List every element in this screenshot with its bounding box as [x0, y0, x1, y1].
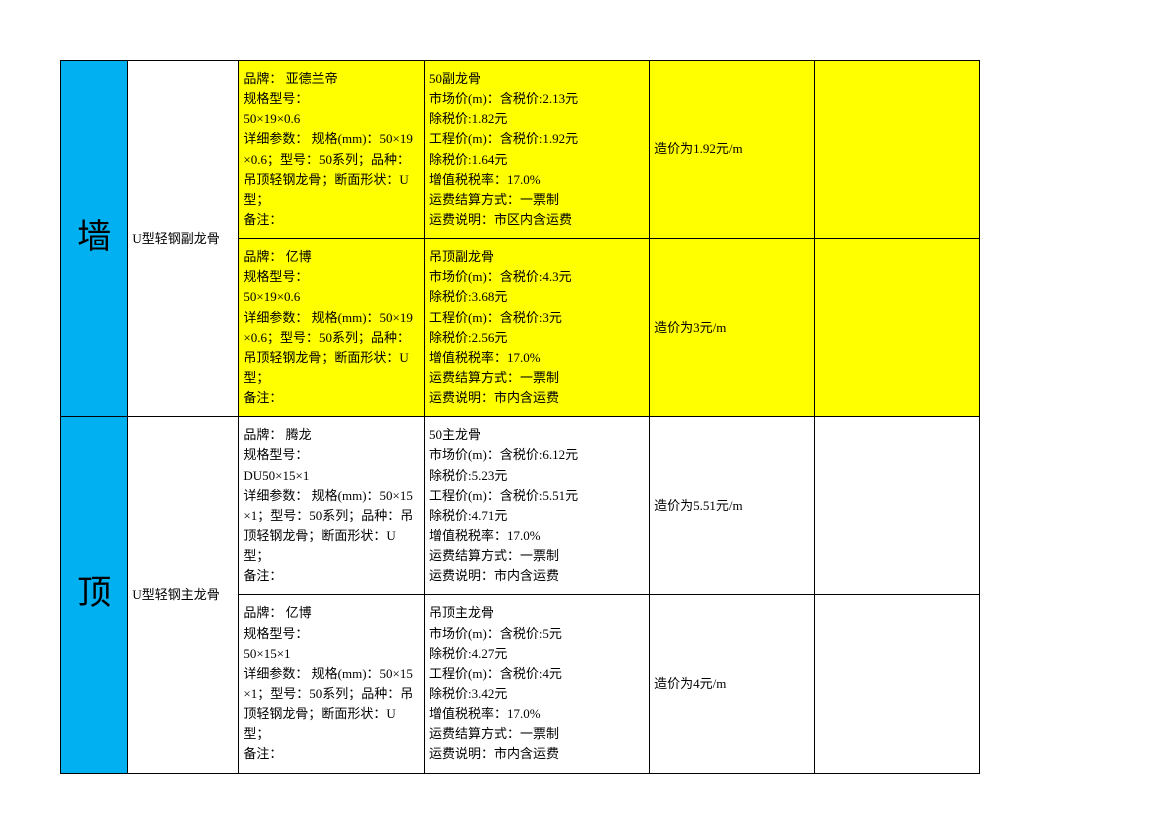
table-row: 墙 U型轻钢副龙骨 品牌： 亚德兰帝 规格型号： 50×19×0.6 详细参数：… — [61, 61, 980, 239]
spec-cell: 品牌： 腾龙 规格型号： DU50×15×1 详细参数： 规格(mm)：50×1… — [239, 417, 425, 595]
spec-cell: 品牌： 亚德兰帝 规格型号： 50×19×0.6 详细参数： 规格(mm)：50… — [239, 61, 425, 239]
price-cell: 吊顶主龙骨 市场价(m)：含税价:5元 除税价:4.27元 工程价(m)：含税价… — [425, 595, 650, 773]
blank-cell — [815, 239, 980, 417]
price-cell: 吊顶副龙骨 市场价(m)：含税价:4.3元 除税价:3.68元 工程价(m)：含… — [425, 239, 650, 417]
blank-cell — [815, 61, 980, 239]
cost-cell: 造价为3元/m — [650, 239, 815, 417]
price-cell: 50主龙骨 市场价(m)：含税价:6.12元 除税价:5.23元 工程价(m)：… — [425, 417, 650, 595]
cost-cell: 造价为5.51元/m — [650, 417, 815, 595]
price-cell: 50副龙骨 市场价(m)：含税价:2.13元 除税价:1.82元 工程价(m)：… — [425, 61, 650, 239]
spec-cell: 品牌： 亿博 规格型号： 50×15×1 详细参数： 规格(mm)：50×15×… — [239, 595, 425, 773]
cost-cell: 造价为1.92元/m — [650, 61, 815, 239]
cost-cell: 造价为4元/m — [650, 595, 815, 773]
spec-cell: 品牌： 亿博 规格型号： 50×19×0.6 详细参数： 规格(mm)：50×1… — [239, 239, 425, 417]
table-wrapper: 墙 U型轻钢副龙骨 品牌： 亚德兰帝 规格型号： 50×19×0.6 详细参数：… — [60, 60, 980, 774]
category-cell-1: U型轻钢副龙骨 — [128, 61, 239, 417]
materials-table: 墙 U型轻钢副龙骨 品牌： 亚德兰帝 规格型号： 50×19×0.6 详细参数：… — [60, 60, 980, 774]
table-row: 顶 U型轻钢主龙骨 品牌： 腾龙 规格型号： DU50×15×1 详细参数： 规… — [61, 417, 980, 595]
category-cell-2: U型轻钢主龙骨 — [128, 417, 239, 773]
sidebar-char-1: 墙 — [65, 218, 123, 259]
sidebar-cell-bottom: 顶 — [61, 417, 128, 773]
blank-cell — [815, 417, 980, 595]
sidebar-char-2: 顶 — [65, 574, 123, 615]
blank-cell — [815, 595, 980, 773]
sidebar-cell-top: 墙 — [61, 61, 128, 417]
